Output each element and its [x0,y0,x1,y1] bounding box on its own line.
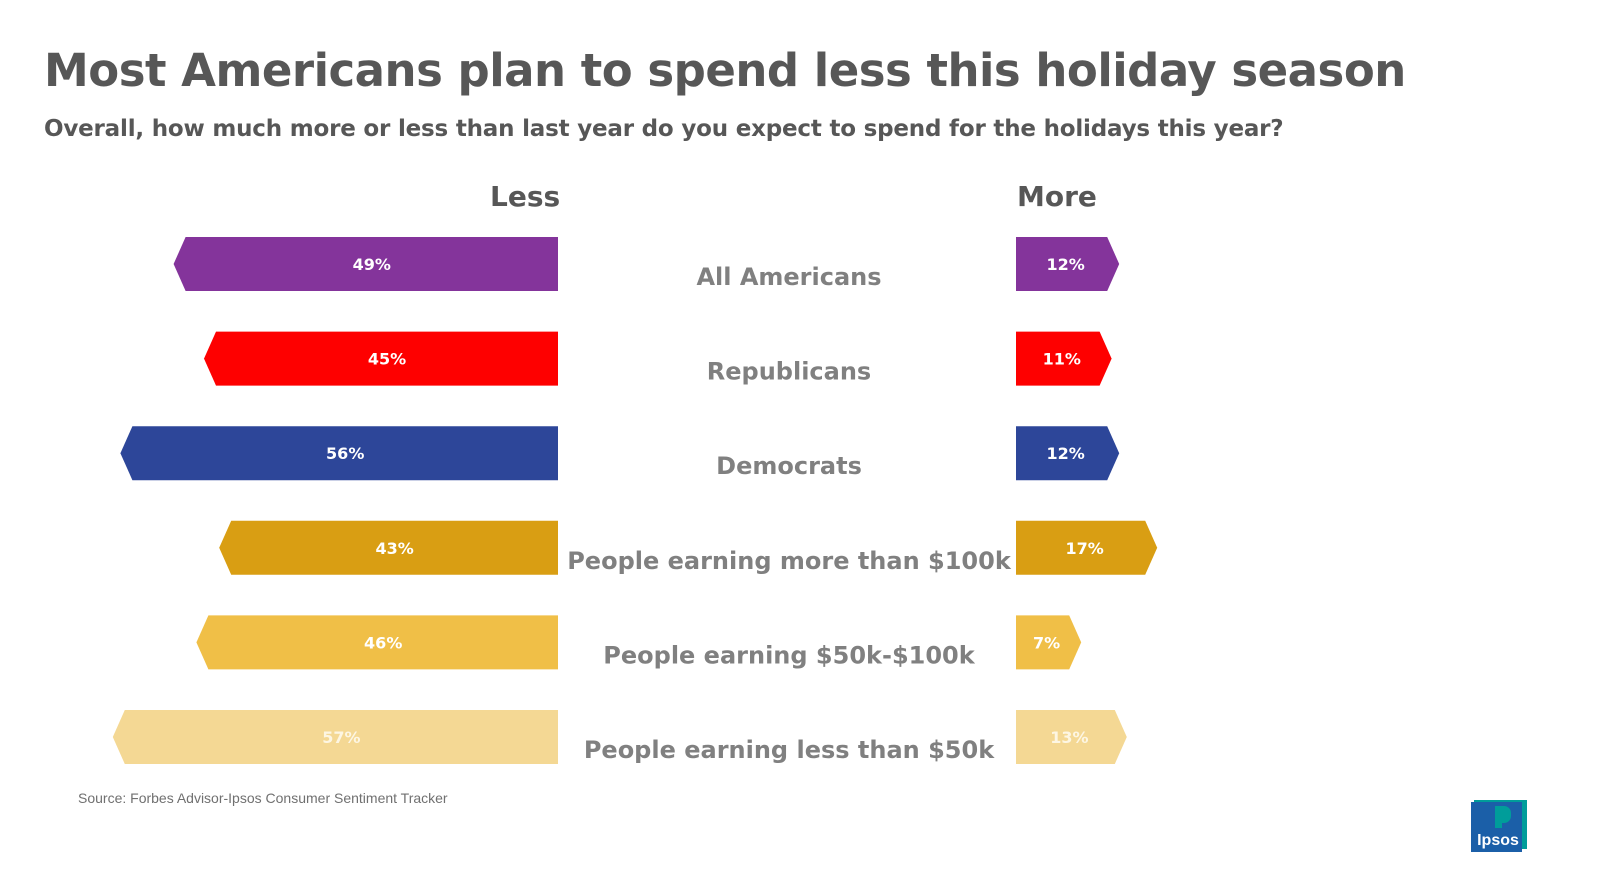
more-value-label-row-2: 11% [1043,350,1081,369]
more-value-label-row-3: 12% [1046,444,1084,463]
ipsos-logo-head-icon [1495,806,1511,828]
less-column-header: Less [490,180,561,213]
category-label-row-1: All Americans [696,263,881,291]
less-bar-row-4 [219,520,558,575]
less-bar-row-6 [112,710,559,764]
more-bar-row-4 [1016,520,1158,575]
less-value-label-row-1: 49% [353,255,391,274]
more-bar-row-3 [1016,426,1120,481]
less-value-label-row-3: 56% [326,444,364,463]
more-bar-row-5 [1016,615,1082,670]
more-bar-row-6 [1016,710,1127,764]
ipsos-logo-text: Ipsos [1477,832,1519,849]
more-bar-row-2 [1016,331,1112,386]
less-bar-row-3 [120,426,559,481]
category-label-row-6: People earning less than $50k [584,736,995,764]
ipsos-logo: Ipsos [1471,800,1527,852]
more-value-label-row-6: 13% [1050,728,1088,747]
chart-subtitle: Overall, how much more or less than last… [44,116,1284,142]
category-label-row-5: People earning $50k-$100k [603,641,975,669]
less-value-label-row-5: 46% [364,633,402,652]
more-value-label-row-5: 7% [1033,633,1060,652]
less-bar-row-5 [196,615,558,670]
less-value-label-row-4: 43% [375,539,413,558]
less-value-label-row-6: 57% [322,728,360,747]
category-label-row-3: Democrats [716,452,862,480]
less-value-label-row-2: 45% [368,350,406,369]
more-column-header: More [1017,180,1097,213]
more-value-label-row-1: 12% [1046,255,1084,274]
less-bar-row-1 [173,237,558,291]
category-label-row-4: People earning more than $100k [567,547,1012,575]
source-note: Source: Forbes Advisor-Ipsos Consumer Se… [78,790,448,806]
more-value-label-row-4: 17% [1065,539,1103,558]
category-label-row-2: Republicans [707,358,871,386]
chart-title: Most Americans plan to spend less this h… [44,44,1406,97]
more-bar-row-1 [1016,237,1120,291]
less-bar-row-2 [204,331,558,386]
